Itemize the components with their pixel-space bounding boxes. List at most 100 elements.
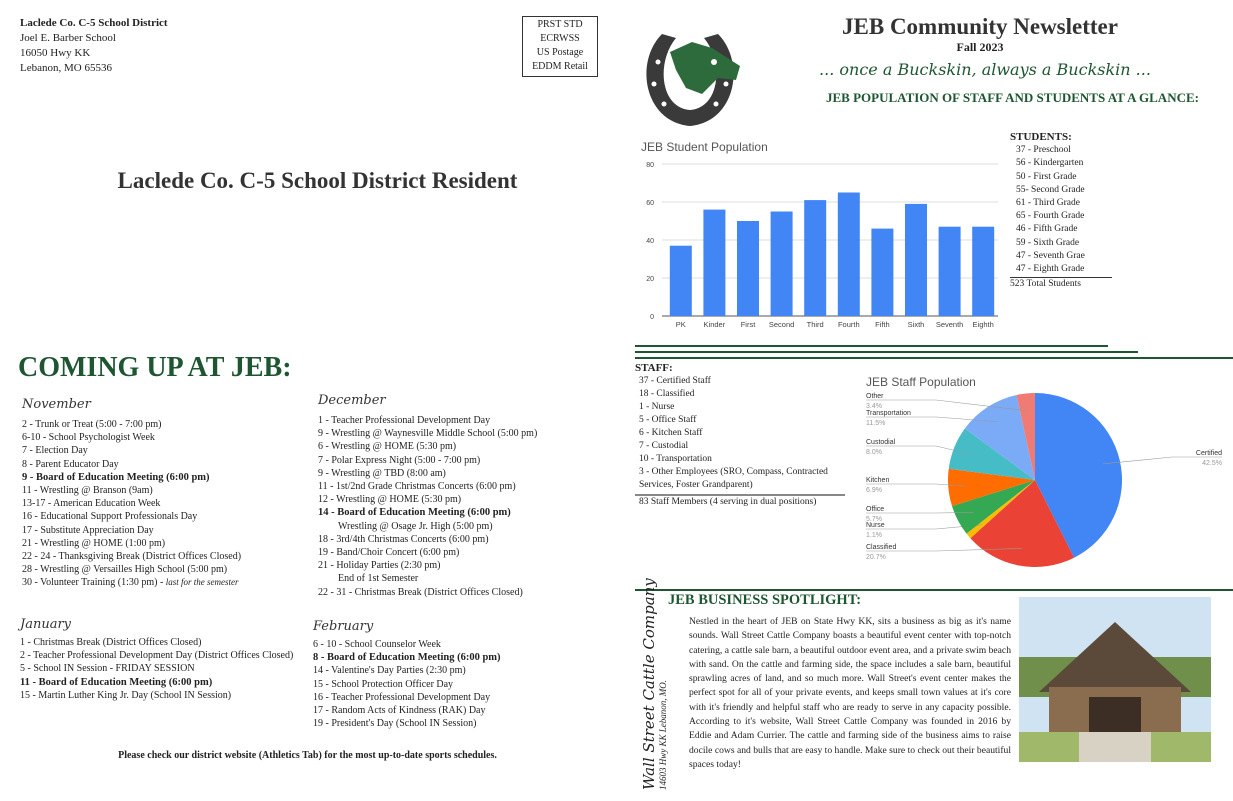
x-tick-label: Fourth (838, 320, 860, 329)
bar-second (770, 211, 793, 316)
staff-count-item: 7 - Custodial (639, 441, 689, 451)
pie-slice-certified (1035, 393, 1122, 558)
student-count-item: 56 - Kindergarten (1016, 158, 1084, 169)
pie-chart-title: JEB Staff Population (866, 375, 976, 389)
event-item: 15 - School Protection Officer Day (313, 678, 454, 690)
event-item: 17 - Random Acts of Kindness (RAK) Day (313, 705, 486, 717)
bar-kinder (703, 209, 726, 316)
leader-line (866, 512, 974, 514)
bar-first (737, 221, 759, 316)
students-heading: STUDENTS: (1010, 131, 1072, 143)
month-title: February (313, 619, 374, 634)
y-tick-label: 60 (646, 200, 654, 207)
event-item: 2 - Trunk or Treat (5:00 - 7:00 pm) (22, 419, 162, 430)
student-count-item: 37 - Preschool (1016, 145, 1071, 156)
pie-slice-nurse (966, 480, 1035, 539)
event-center-photo (1019, 597, 1211, 762)
spotlight-heading: JEB BUSINESS SPOTLIGHT: (668, 592, 862, 608)
event-item: 30 - Volunteer Training (1:30 pm) - last… (22, 577, 239, 589)
event-item: 28 - Wrestling @ Versailles High School … (22, 564, 228, 576)
event-item: 9 - Wrestling @ Waynesville Middle Schoo… (318, 428, 538, 440)
student-population-bar-chart: 0 20 40 60 80 PK Kinder First Second Third Fourth F… (646, 162, 998, 329)
month-february: February 6 - 10 - School Counselor Week 8 … (313, 619, 501, 730)
postage-indicia: PRST STD ECRWSS US Postage EDDM Retail (522, 16, 598, 77)
bar-chart-title: JEB Student Population (641, 140, 768, 154)
slice-label: Custodial (866, 439, 896, 446)
event-item: 12 - Wrestling @ HOME (5:30 pm) (318, 494, 462, 506)
event-item: 6 - 10 - School Counselor Week (313, 639, 441, 650)
x-tick-label: Seventh (936, 320, 964, 329)
glance-heading: JEB POPULATION OF STAFF AND STUDENTS AT … (826, 90, 1199, 105)
city: Lebanon, MO 65536 (20, 62, 112, 74)
slice-label: Certified (1196, 450, 1222, 457)
student-count-item: 65 - Fourth Grade (1016, 211, 1085, 222)
event-list: 1 - Christmas Break (District Offices Cl… (20, 636, 293, 702)
leader-line (866, 483, 966, 487)
sports-footnote: Please check our district website (Athle… (118, 750, 497, 761)
event-item: 16 - Teacher Professional Development Da… (313, 691, 491, 703)
event-item: 22 - 31 - Christmas Break (District Offi… (318, 586, 523, 598)
leader-line (866, 416, 998, 422)
event-item: 5 - School IN Session - FRIDAY SESSION (20, 663, 195, 675)
y-tick-label: 40 (646, 238, 654, 245)
month-january: January 1 - Christmas Break (District Off… (20, 617, 293, 702)
students-list: STUDENTS: 37 - Preschool 56 - Kindergarte… (1010, 131, 1112, 291)
y-tick-label: 0 (650, 314, 654, 321)
student-count-item: 47 - Eighth Grade (1016, 264, 1085, 275)
event-item: 14 - Board of Education Meeting (6:00 pm… (318, 507, 511, 519)
spotlight-body: Nestled in the heart of JEB on State Hwy… (689, 616, 1011, 770)
event-item: 18 - 3rd/4th Christmas Concerts (6:00 pm… (318, 533, 489, 545)
student-count-item: 55- Second Grade (1016, 184, 1085, 195)
slice-percent: 6.9% (866, 487, 882, 494)
street: 16050 Hwy KK (20, 47, 91, 59)
event-item: 9 - Board of Education Meeting (6:00 pm) (22, 471, 210, 483)
resident-address: Laclede Co. C-5 School District Resident (117, 168, 518, 193)
staff-total: 83 Staff Members (4 serving in dual posi… (635, 494, 845, 509)
event-item: 9 - Wrestling @ TBD (8:00 am) (318, 467, 446, 479)
staff-list: STAFF: 37 - Certified Staff 18 - Classifi… (635, 362, 845, 509)
event-item: 11 - Wrestling @ Branson (9am) (22, 485, 153, 497)
staff-count-item: 6 - Kitchen Staff (639, 428, 703, 438)
bar-eighth (972, 226, 995, 316)
slice-label: Nurse (866, 522, 885, 529)
divider (635, 357, 1233, 359)
month-title: November (22, 397, 91, 412)
newsletter-title: JEB Community Newsletter (842, 14, 1118, 39)
staff-count-item: 18 - Classified (639, 389, 695, 399)
pie-slice-kitchen (948, 468, 1035, 507)
postage-line: PRST STD (537, 19, 583, 30)
student-count-item: 50 - First Grade (1016, 171, 1077, 182)
event-item: 19 - President's Day (School IN Session) (313, 718, 477, 730)
event-item: 15 - Martin Luther King Jr. Day (School … (20, 689, 232, 701)
student-count-item: 46 - Fifth Grade (1016, 224, 1078, 235)
students-total: 523 Total Students (1010, 277, 1112, 291)
leader-line (1102, 456, 1222, 465)
event-item: 6-10 - School Psychologist Week (22, 432, 155, 444)
slice-percent: 5.7% (866, 516, 882, 523)
return-address: Laclede Co. C-5 School District Joel E. … (20, 16, 168, 76)
x-tick-label: Second (769, 320, 794, 329)
bar-fourth (837, 192, 860, 316)
leader-line (866, 399, 1028, 412)
event-item: 21 - Holiday Parties (2:30 pm) (318, 560, 441, 572)
staff-count-item: 37 - Certified Staff (639, 376, 711, 386)
event-item: 11 - Board of Education Meeting (6:00 pm… (20, 676, 213, 688)
postage-line: EDDM Retail (532, 61, 588, 72)
pie-slice-custodial (948, 428, 1035, 480)
business-name: Wall Street Cattle Company (640, 578, 658, 790)
pie-slice-other (1016, 393, 1035, 480)
month-title: January (20, 617, 72, 632)
month-december: December 1 - Teacher Professional Develop… (318, 393, 537, 599)
leader-line (866, 548, 1023, 552)
x-tick-label: Third (807, 320, 824, 329)
event-item: 22 - 24 - Thanksgiving Break (District O… (22, 551, 242, 563)
divider (635, 589, 1233, 591)
newsletter-season: Fall 2023 (956, 40, 1004, 54)
x-tick-label: PK (676, 320, 686, 329)
event-item: 7 - Polar Express Night (5:00 - 7:00 pm) (318, 454, 481, 466)
event-item: End of 1st Semester (338, 573, 419, 585)
month-november: November 2 - Trunk or Treat (5:00 - 7:00 … (22, 397, 241, 590)
pie-slice-transportation (964, 394, 1035, 480)
event-item: 2 - Teacher Professional Development Day… (20, 650, 294, 662)
divider (635, 345, 1108, 347)
